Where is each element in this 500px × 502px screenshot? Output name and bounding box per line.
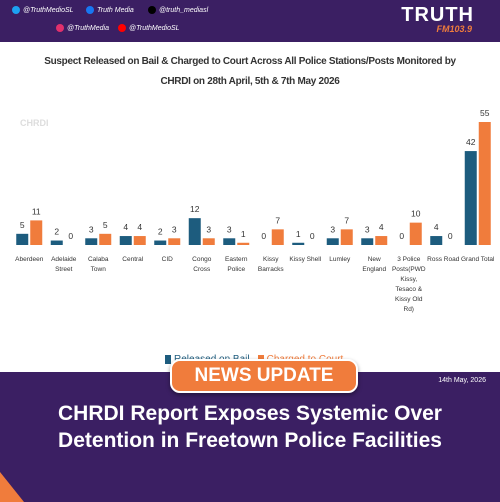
value-label: 5	[103, 220, 108, 230]
station: FM103.9	[436, 24, 472, 34]
x-tick-label: Grand Total	[461, 256, 495, 263]
x-tick-label: Eastern Police	[225, 256, 248, 273]
bar	[292, 242, 305, 245]
x-tick-label: Aberdeen	[15, 256, 44, 263]
top-band	[0, 0, 500, 42]
logo: TRUTH	[401, 4, 474, 26]
chart-title: Suspect Released on Bail & Charged to Co…	[44, 56, 456, 87]
value-label: 0	[448, 231, 453, 241]
corner-accent	[0, 472, 24, 502]
value-label: 0	[399, 231, 404, 241]
handle: @TruthMedioSL	[12, 6, 74, 14]
x-tick-label: Kissy Barracks	[257, 256, 284, 273]
handle-text: @TruthMedioSL	[23, 6, 74, 14]
bar	[99, 233, 112, 245]
bar	[133, 236, 146, 245]
bar	[85, 238, 98, 245]
handle-text: Truth Media	[97, 6, 134, 14]
value-label: 4	[379, 222, 384, 232]
bar	[271, 229, 284, 245]
bar	[464, 151, 477, 245]
handle: Truth Media	[86, 6, 134, 14]
x-tick-label: Calaba Town	[87, 256, 109, 273]
bar	[237, 242, 250, 245]
value-label: 1	[296, 229, 301, 239]
bar	[478, 122, 491, 245]
bar	[340, 229, 353, 245]
value-label: 0	[68, 231, 73, 241]
value-label: 0	[310, 231, 315, 241]
value-label: 2	[54, 227, 59, 237]
value-label: 10	[411, 209, 421, 219]
value-label: 3	[365, 224, 370, 234]
value-label: 3	[206, 224, 211, 234]
value-label: 3	[330, 224, 335, 234]
bar	[50, 240, 63, 245]
legend-swatch	[165, 354, 171, 364]
x-tick-label: Ross Road	[427, 256, 460, 263]
value-label: 3	[172, 224, 177, 234]
value-label: 12	[190, 204, 200, 214]
bar	[409, 222, 422, 245]
value-label: 11	[32, 206, 41, 216]
value-label: 4	[434, 222, 439, 232]
x-tick-label: 3 Police Posts(PWD Kissy, Tesaco & Kissy…	[391, 256, 426, 313]
bar	[30, 220, 43, 245]
x-tick-label: New England	[362, 256, 387, 273]
value-label: 7	[344, 215, 349, 225]
watermark: CHRDI	[20, 118, 49, 128]
value-label: 3	[227, 224, 232, 234]
bar	[361, 238, 374, 245]
x-tick-label: Adelaide Street	[51, 256, 77, 273]
x-tick-label: CID	[161, 256, 173, 263]
handle: @truth_mediasl	[148, 6, 208, 14]
date: 14th May, 2026	[438, 377, 486, 384]
handle-text: @TruthMedioSL	[129, 24, 180, 32]
x-tick-label: Lumley	[329, 256, 351, 263]
bar	[430, 236, 443, 245]
x-tick-label: Central	[122, 256, 144, 263]
value-label: 4	[123, 222, 128, 232]
bar	[168, 238, 181, 245]
handle: @TruthMedia	[56, 24, 109, 32]
news-badge: NEWS UPDATE	[170, 359, 358, 393]
headline: CHRDI Report Exposes Systemic Over Deten…	[58, 402, 442, 452]
bar	[16, 233, 29, 245]
bar	[154, 240, 167, 245]
value-label: 0	[261, 231, 266, 241]
handle: @TruthMedioSL	[118, 24, 180, 32]
bar	[375, 236, 388, 245]
x-tick-label: Kissy Shell	[289, 256, 322, 263]
bar	[188, 218, 201, 245]
value-label: 7	[275, 215, 280, 225]
value-label: 55	[480, 108, 490, 118]
bottom-band	[0, 372, 500, 502]
value-label: 3	[89, 224, 94, 234]
x-tick-label: Congo Cross	[192, 256, 212, 273]
value-label: 4	[137, 222, 142, 232]
value-label: 5	[20, 220, 25, 230]
bar	[202, 238, 215, 245]
value-label: 1	[241, 229, 246, 239]
value-label: 42	[466, 137, 476, 147]
handle-text: @TruthMedia	[67, 24, 109, 32]
bar	[326, 238, 339, 245]
bar	[223, 238, 236, 245]
handle-text: @truth_mediasl	[159, 6, 209, 14]
bar	[119, 236, 132, 245]
value-label: 2	[158, 227, 163, 237]
